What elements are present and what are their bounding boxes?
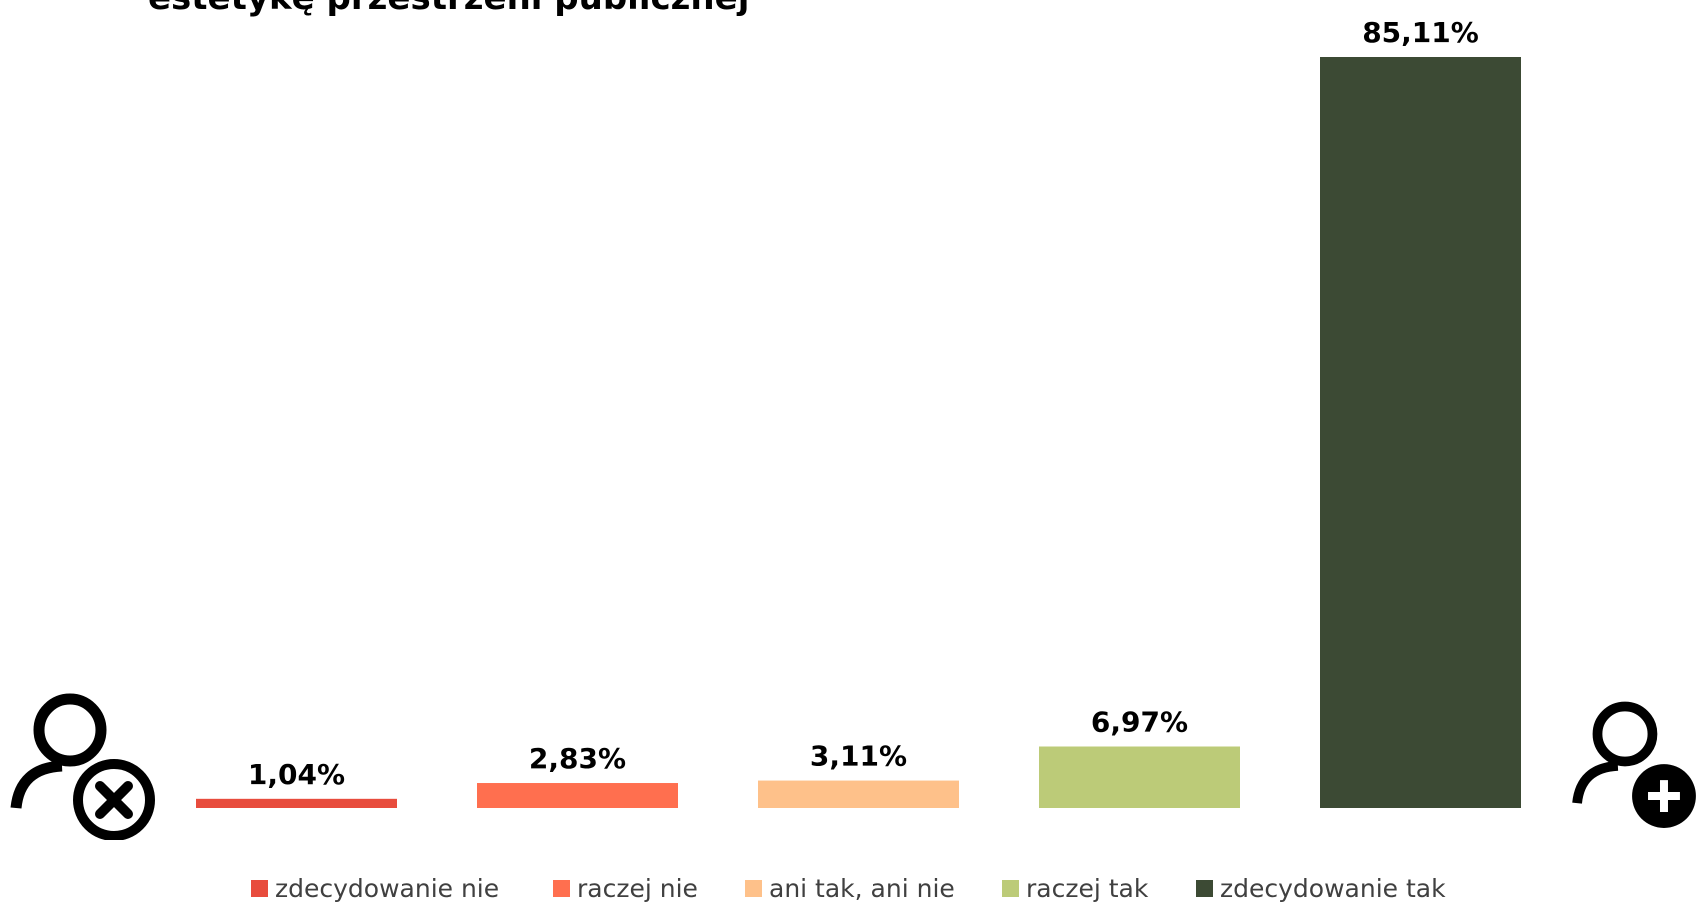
legend-item-2: raczej nie [553, 874, 698, 903]
legend-swatch [251, 880, 268, 897]
data-label-4: 6,97% [1091, 705, 1188, 738]
legend-swatch [1196, 880, 1213, 897]
bar-3 [758, 780, 959, 808]
legend-swatch [745, 880, 762, 897]
user-remove-icon [10, 693, 155, 840]
chart-title: estetykę przestrzeni publicznej [148, 0, 749, 18]
legend-label: raczej tak [1026, 874, 1149, 903]
data-label-5: 85,11% [1362, 16, 1479, 49]
data-label-2: 2,83% [529, 742, 626, 775]
bar-1 [196, 798, 397, 808]
legend-swatch [1002, 880, 1019, 897]
legend-item-4: raczej tak [1002, 874, 1148, 903]
bar-chart: 1,04% 2,83% 3,11% 6,97% 85,11% [196, 16, 1521, 808]
legend-label: raczej nie [577, 874, 698, 903]
user-add-icon [1572, 701, 1696, 828]
legend-label: zdecydowanie tak [1220, 874, 1446, 903]
data-label-1: 1,04% [248, 758, 345, 791]
bar-2 [477, 783, 678, 808]
legend-label: zdecydowanie nie [275, 874, 500, 903]
legend-item-3: ani tak, ani nie [745, 874, 955, 903]
legend-item-5: zdecydowanie tak [1196, 874, 1446, 903]
data-label-3: 3,11% [810, 740, 907, 773]
bar-5 [1320, 57, 1521, 808]
legend-item-1: zdecydowanie nie [251, 874, 499, 903]
legend-swatch [553, 880, 570, 897]
bar-4 [1039, 746, 1240, 808]
legend-label: ani tak, ani nie [769, 874, 955, 903]
chart-legend: zdecydowanie nie raczej nie ani tak, ani n… [0, 874, 1703, 906]
